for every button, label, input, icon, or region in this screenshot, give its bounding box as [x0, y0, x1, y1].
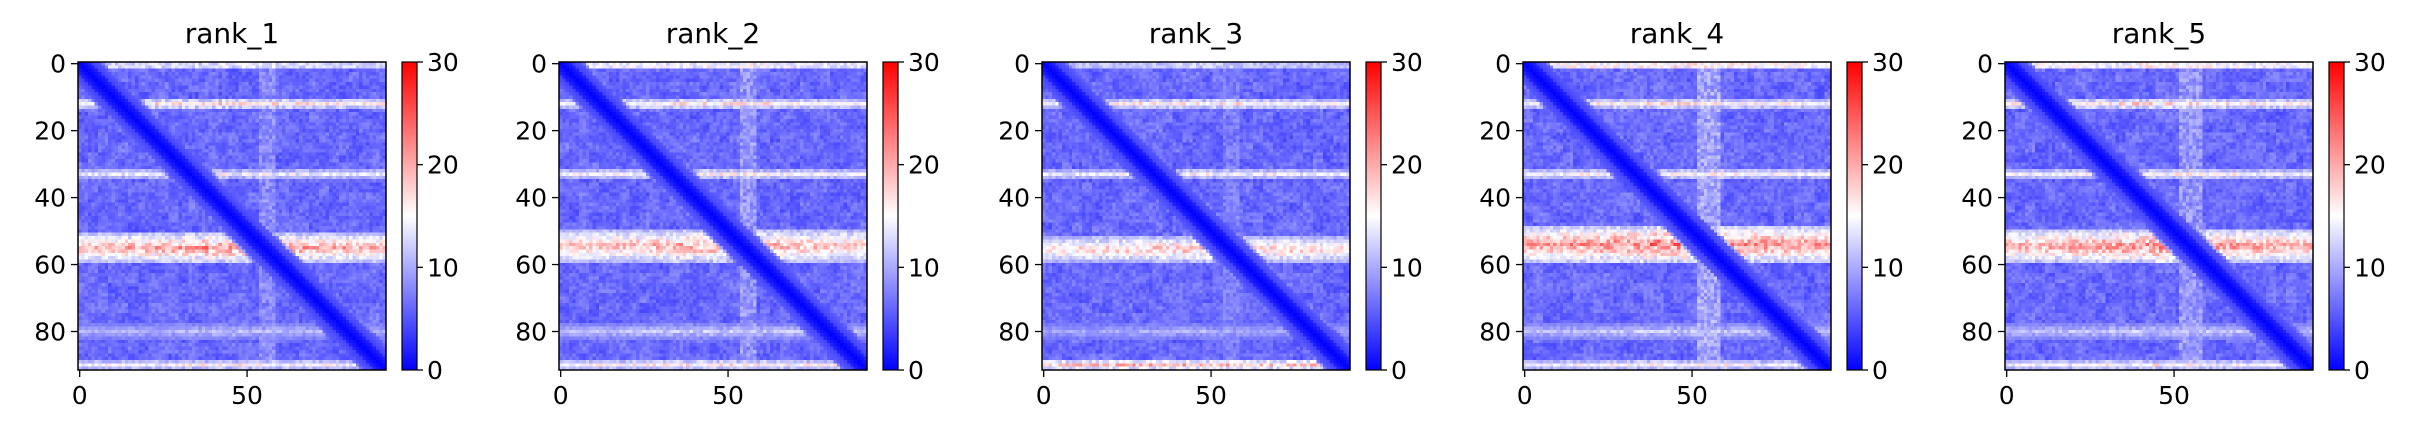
y-tick-label: 20	[34, 117, 66, 146]
panel-title: rank_3	[1149, 17, 1243, 50]
colorbar-frame	[1846, 61, 1863, 371]
y-tick-label: 80	[1479, 318, 1511, 347]
panel-title: rank_4	[1630, 17, 1724, 50]
colorbar-tick-label: 0	[1391, 356, 1407, 385]
panel-title: rank_2	[666, 17, 760, 50]
heatmap-panel-3: rank_3 0 20 40 60 80 0 50 0 10 20 30	[998, 17, 1423, 410]
x-tick-label: 0	[1036, 381, 1052, 410]
x-tick-label: 0	[72, 381, 88, 410]
colorbar-tick-label: 20	[2354, 151, 2386, 180]
y-tick-label: 40	[515, 184, 547, 213]
y-tick-label: 60	[515, 251, 547, 280]
colorbar-tick-label: 20	[908, 151, 940, 180]
x-tick-label: 50	[1195, 381, 1227, 410]
y-tick-label: 0	[1495, 50, 1511, 79]
plot-frame	[2004, 61, 2314, 371]
colorbar-frame	[882, 61, 899, 371]
heatmap-panel-5: rank_5 0 20 40 60 80 0 50 0 10 20 30	[1961, 17, 2386, 410]
colorbar-tick-label: 10	[427, 253, 459, 282]
colorbar-tick-label: 10	[1391, 253, 1423, 282]
heatmap-cells	[1523, 62, 1831, 370]
y-tick-label: 80	[34, 318, 66, 347]
heatmap-panel-4: rank_4 0 20 40 60 80 0 50 0 10 20 30	[1479, 17, 1904, 410]
colorbar-tick-label: 30	[427, 48, 459, 77]
colorbar-tick-label: 0	[2354, 356, 2370, 385]
y-tick-label: 40	[34, 184, 66, 213]
colorbar-tick-label: 30	[1391, 48, 1423, 77]
colorbar-tick-label: 0	[1872, 356, 1888, 385]
x-tick-label: 0	[1999, 381, 2015, 410]
colorbar-tick-label: 10	[2354, 253, 2386, 282]
colorbar	[1847, 62, 1862, 370]
colorbar-tick-label: 10	[908, 253, 940, 282]
x-tick-label: 0	[553, 381, 569, 410]
y-tick-label: 60	[1479, 251, 1511, 280]
colorbar-tick-label: 30	[1872, 48, 1904, 77]
colorbar	[2329, 62, 2344, 370]
heatmap-cells	[559, 62, 867, 370]
y-tick-label: 0	[50, 50, 66, 79]
colorbar-frame	[2328, 61, 2345, 371]
heatmap-cells	[1042, 62, 1350, 370]
colorbar-tick-label: 30	[908, 48, 940, 77]
panel-title: rank_1	[185, 17, 279, 50]
x-tick-label: 50	[231, 381, 263, 410]
colorbar-tick-label: 0	[427, 356, 443, 385]
y-tick-label: 80	[515, 318, 547, 347]
colorbar	[883, 62, 898, 370]
y-tick-label: 0	[1014, 50, 1030, 79]
y-tick-label: 80	[1961, 318, 1993, 347]
heatmap-panel-1: rank_1 0 20 40 60 80 0 50 0 10 20 30	[34, 17, 459, 410]
y-tick-label: 20	[1961, 117, 1993, 146]
y-tick-label: 80	[998, 318, 1030, 347]
plot-frame	[1041, 61, 1351, 371]
colorbar	[1366, 62, 1381, 370]
y-tick-label: 0	[531, 50, 547, 79]
x-tick-label: 50	[2158, 381, 2190, 410]
y-tick-label: 40	[1479, 184, 1511, 213]
heatmap-cells	[78, 62, 386, 370]
y-tick-label: 60	[998, 251, 1030, 280]
colorbar-tick-label: 20	[427, 151, 459, 180]
plot-frame	[558, 61, 868, 371]
y-tick-label: 60	[1961, 251, 1993, 280]
plot-frame	[1522, 61, 1832, 371]
y-tick-label: 40	[998, 184, 1030, 213]
heatmap-panel-2: rank_2 0 20 40 60 80 0 50 0 10 20 30	[515, 17, 940, 410]
colorbar-tick-label: 0	[908, 356, 924, 385]
colorbar-tick-label: 20	[1872, 151, 1904, 180]
panel-title: rank_5	[2112, 17, 2206, 50]
y-tick-label: 20	[1479, 117, 1511, 146]
colorbar	[402, 62, 417, 370]
y-tick-label: 60	[34, 251, 66, 280]
x-tick-label: 50	[1676, 381, 1708, 410]
colorbar-tick-label: 30	[2354, 48, 2386, 77]
plot-frame	[77, 61, 387, 371]
colorbar-tick-label: 20	[1391, 151, 1423, 180]
x-tick-label: 50	[712, 381, 744, 410]
heatmap-cells	[2005, 62, 2313, 370]
colorbar-tick-label: 10	[1872, 253, 1904, 282]
colorbar-frame	[401, 61, 418, 371]
y-tick-label: 40	[1961, 184, 1993, 213]
y-tick-label: 20	[515, 117, 547, 146]
colorbar-frame	[1365, 61, 1382, 371]
x-tick-label: 0	[1517, 381, 1533, 410]
y-tick-label: 20	[998, 117, 1030, 146]
y-tick-label: 0	[1977, 50, 1993, 79]
